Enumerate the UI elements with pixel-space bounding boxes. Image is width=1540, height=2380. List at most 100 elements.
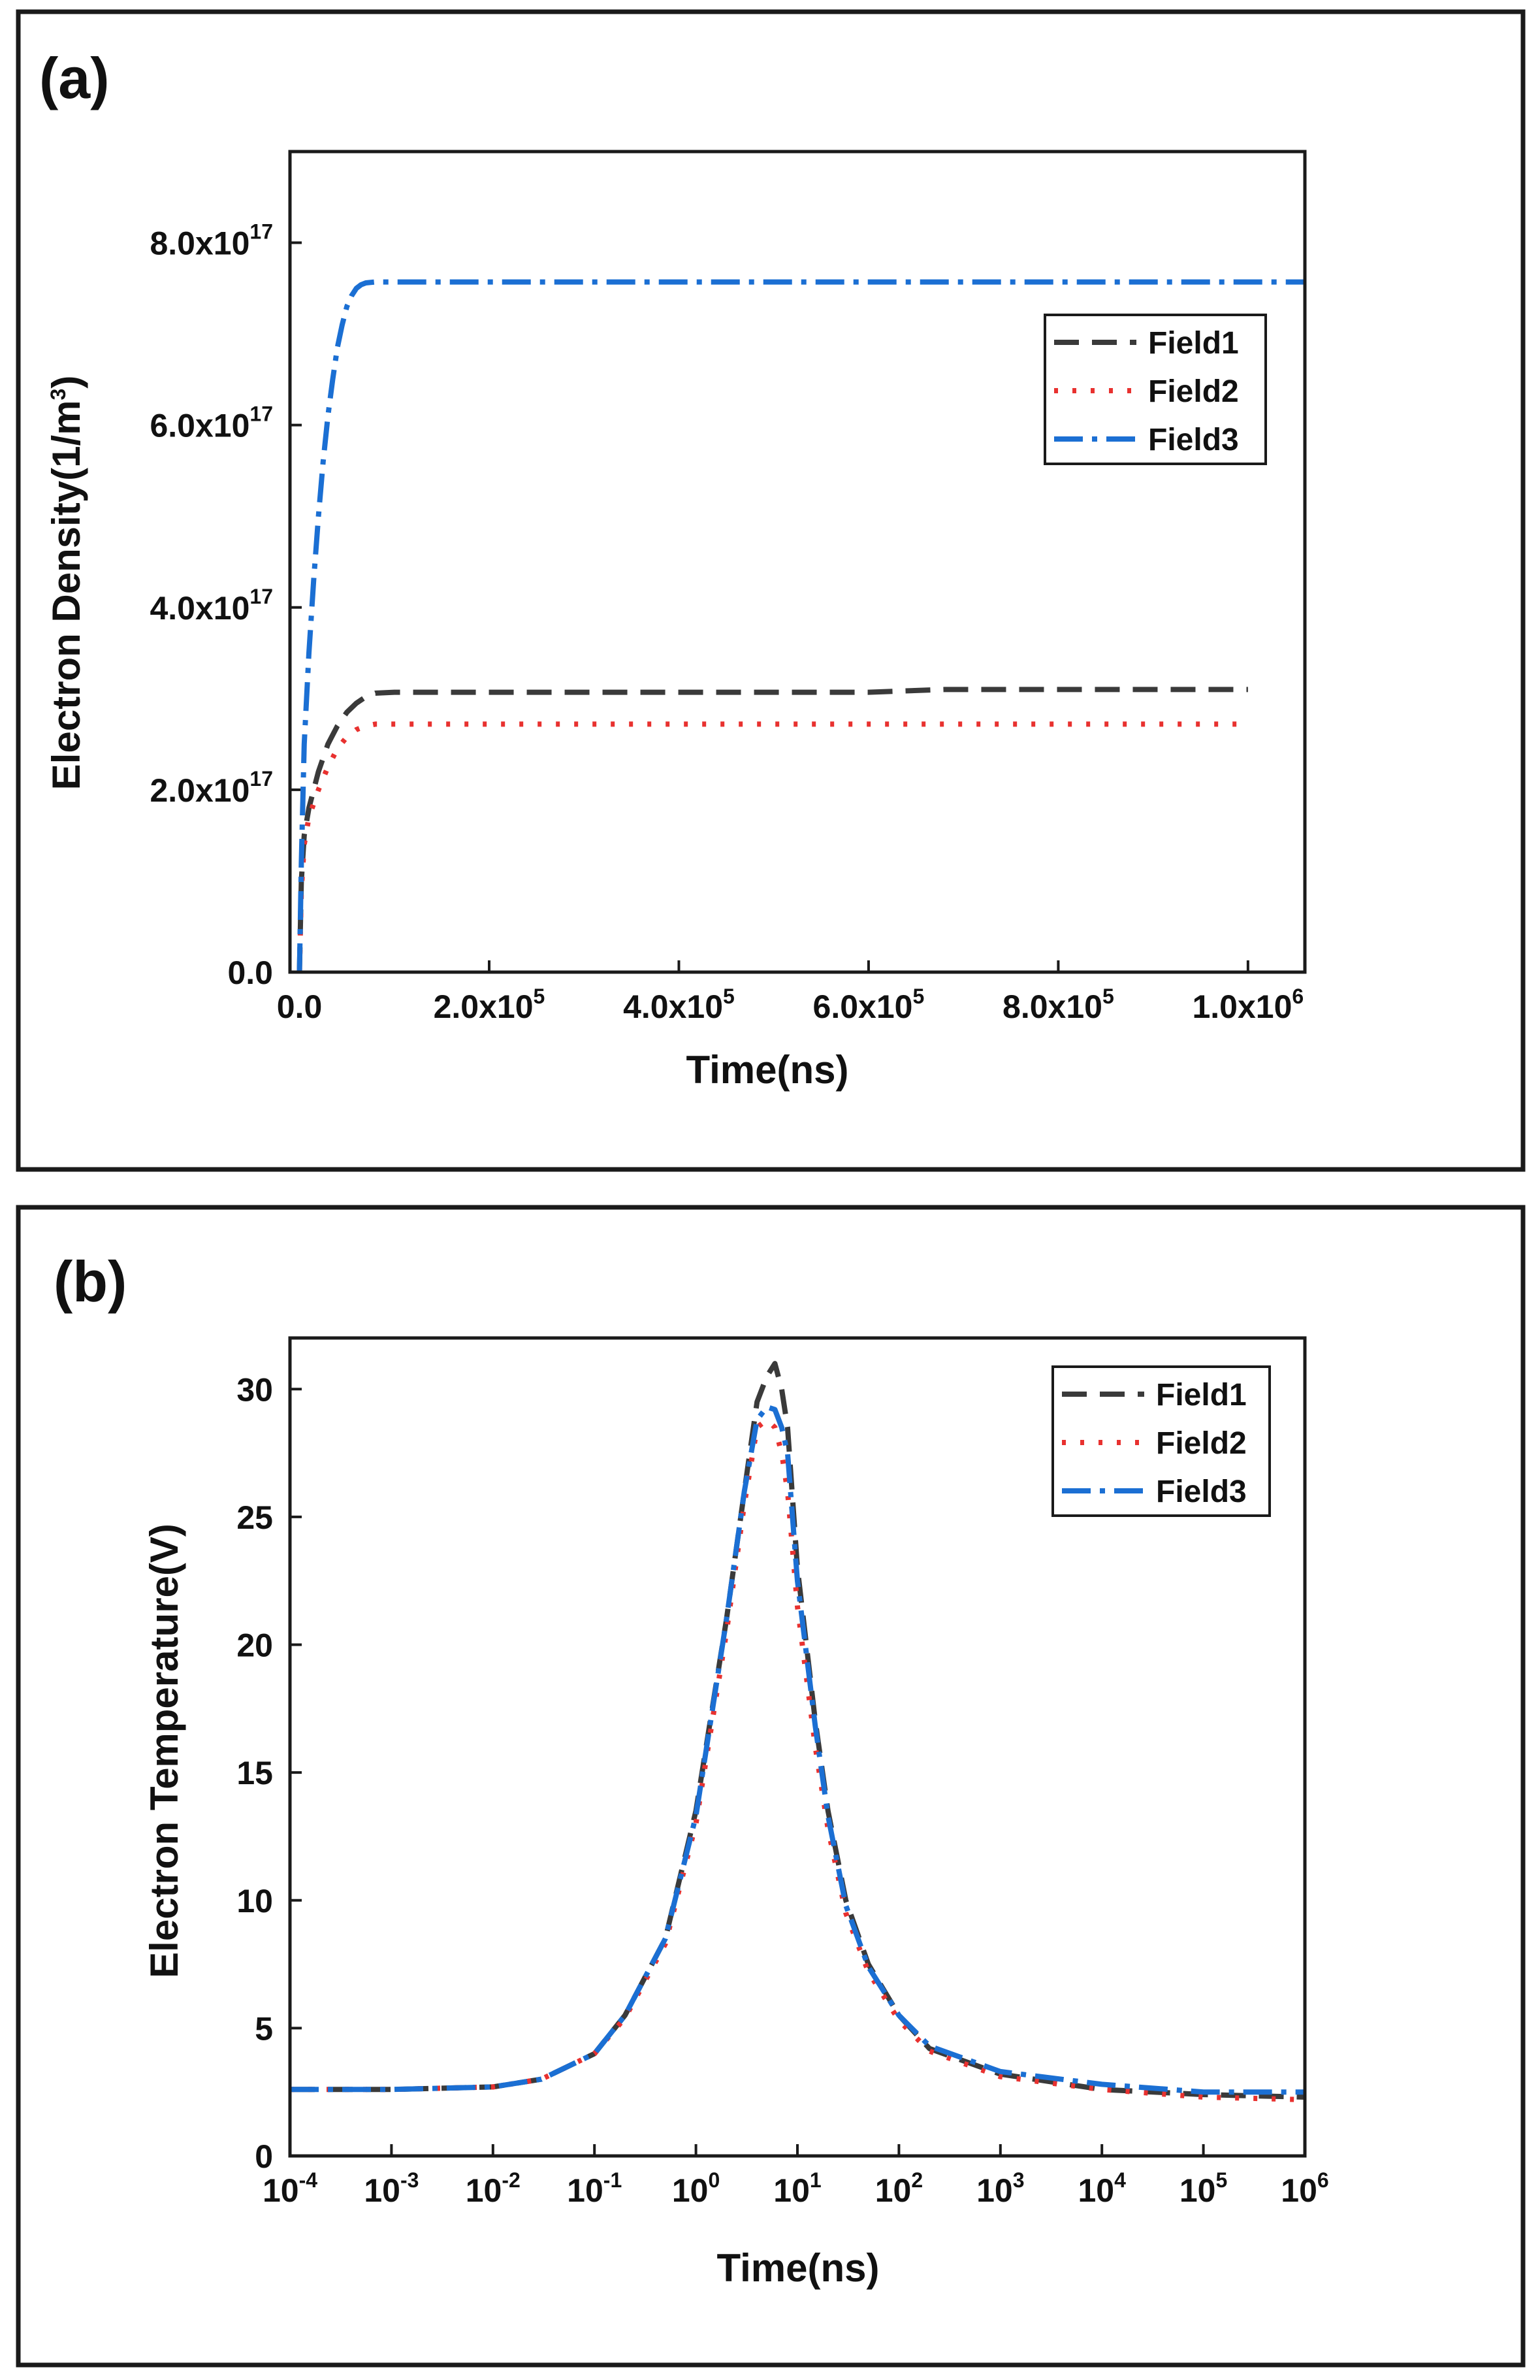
x-tick-label-mantissa: 10 (364, 2172, 400, 2209)
y-tick-label-exponent: 17 (249, 585, 273, 608)
x-tick-label-exponent: 2 (911, 2168, 923, 2192)
y-tick-label-exponent: 17 (249, 402, 273, 426)
y-tick-label: 8.0x1017 (150, 220, 273, 262)
y-tick-label: 0 (255, 2138, 273, 2175)
panel-a-plot-frame (288, 150, 1307, 974)
x-tick-label: 6.0x105 (813, 985, 925, 1025)
x-tick-label-exponent: 5 (534, 985, 545, 1008)
panel-b-y-axis-title: Electron Temperature(V) (142, 1524, 186, 1978)
panel-b-y-axis-title-base: Electron Temperature(V) (142, 1524, 186, 1978)
y-tick-label-mantissa: 10 (236, 1883, 273, 1919)
x-tick-label: 4.0x105 (623, 985, 735, 1025)
x-tick-label-mantissa: 10 (466, 2172, 502, 2209)
x-tick-label-exponent: 4 (1114, 2168, 1126, 2192)
x-tick-label: 106 (1281, 2168, 1328, 2209)
panel-a-label: (a) (39, 46, 110, 110)
legend-label-field3: Field3 (1148, 423, 1239, 457)
y-tick-label: 2.0x1017 (150, 767, 273, 809)
x-tick-label-mantissa: 10 (263, 2172, 299, 2209)
x-tick-label-exponent: 5 (912, 985, 924, 1008)
x-tick-label: 10-4 (263, 2168, 317, 2209)
y-tick-label: 20 (236, 1627, 273, 1664)
y-tick-label: 30 (236, 1371, 273, 1408)
x-tick-label-mantissa: 6.0x10 (813, 988, 913, 1025)
x-tick-label-exponent: -1 (603, 2168, 622, 2192)
panel-a-y-axis-title-sup: 3 (46, 389, 70, 400)
panel-b-border (16, 1205, 1526, 2368)
panel-b-legend: Field1 Field2 Field3 (1051, 1365, 1271, 1517)
series-line-field3 (297, 279, 1305, 973)
y-tick-label-mantissa: 15 (236, 1755, 273, 1791)
legend-label-field1: Field1 (1148, 326, 1239, 361)
x-tick-label: 8.0x105 (1003, 985, 1114, 1025)
series-line-field2 (297, 721, 1248, 973)
y-tick-label-mantissa: 25 (236, 1499, 273, 1536)
y-tick-label-mantissa: 8.0x10 (150, 225, 249, 262)
y-tick-label-mantissa: 5 (255, 2010, 273, 2047)
panel-a-legend: Field1 Field2 Field3 (1044, 314, 1267, 465)
panel-b-ticks: 10-4 10-3 10-2 10-1 100 101 102 103 104 105 106051… (236, 1371, 1328, 2209)
legend-label-field1: Field1 (1156, 1378, 1247, 1412)
x-tick-label-mantissa: 1.0x10 (1192, 988, 1292, 1025)
y-tick-label: 6.0x1017 (150, 402, 273, 444)
panel-b-label: (b) (54, 1249, 127, 1314)
x-tick-label-exponent: -3 (400, 2168, 419, 2192)
x-tick-label: 102 (875, 2168, 923, 2209)
x-tick-label-exponent: 3 (1013, 2168, 1025, 2192)
panel-a-y-axis-title-base: Electron Density(1/m (44, 400, 88, 790)
x-tick-label-exponent: 1 (810, 2168, 822, 2192)
x-tick-label-mantissa: 10 (1078, 2172, 1114, 2209)
y-tick-label: 15 (236, 1755, 273, 1791)
x-tick-label-mantissa: 4.0x10 (623, 988, 723, 1025)
x-tick-label-exponent: 6 (1292, 985, 1304, 1008)
panel-a-border (16, 9, 1526, 1172)
x-tick-label: 101 (773, 2168, 821, 2209)
y-tick-label-mantissa: 0 (255, 2138, 273, 2175)
x-tick-label-exponent: -2 (502, 2168, 520, 2192)
panel-b-plot-frame (288, 1336, 1307, 2158)
x-tick-label: 2.0x105 (434, 985, 545, 1025)
x-tick-label: 10-3 (364, 2168, 419, 2209)
y-tick-label-mantissa: 4.0x10 (150, 590, 249, 627)
y-tick-label: 4.0x1017 (150, 585, 273, 627)
panel-a-y-axis-title-end: ) (44, 376, 88, 389)
x-tick-label-mantissa: 8.0x10 (1003, 988, 1102, 1025)
x-tick-label-mantissa: 10 (773, 2172, 810, 2209)
x-tick-label-mantissa: 10 (672, 2172, 709, 2209)
x-tick-label: 105 (1179, 2168, 1227, 2209)
x-tick-label-exponent: 6 (1317, 2168, 1329, 2192)
y-tick-label-exponent: 17 (249, 767, 273, 791)
panel-b: (b) 10-4 10-3 10-2 10-1 100 101 102 103 104 105 10… (16, 1205, 1526, 2368)
y-tick-label: 10 (236, 1883, 273, 1919)
x-tick-label-mantissa: 10 (1179, 2172, 1216, 2209)
y-tick-label: 25 (236, 1499, 273, 1536)
series-line-field1 (297, 687, 1248, 973)
y-tick-label-mantissa: 6.0x10 (150, 408, 249, 444)
x-tick-label-mantissa: 10 (976, 2172, 1013, 2209)
x-tick-label: 10-2 (466, 2168, 521, 2209)
x-tick-label-mantissa: 10 (567, 2172, 603, 2209)
x-tick-label-mantissa: 0.0 (277, 988, 323, 1025)
y-tick-label: 5 (255, 2010, 273, 2047)
x-tick-label-exponent: 5 (1102, 985, 1114, 1008)
y-tick-label-mantissa: 20 (236, 1627, 273, 1664)
panel-a-ticks: 0.0 2.0x105 4.0x105 6.0x105 8.0x105 1.0x1060.… (150, 220, 1304, 1025)
series-line-field3 (290, 1404, 1305, 2095)
x-tick-label: 0.0 (277, 988, 323, 1025)
panel-a: (a) 0.0 2.0x105 4.0x105 6.0x105 8.0x105 1.0x1… (16, 9, 1526, 1172)
x-tick-label-mantissa: 10 (1281, 2172, 1317, 2209)
panel-b-x-axis-title: Time(ns) (717, 2246, 880, 2290)
x-tick-label: 1.0x106 (1192, 985, 1304, 1025)
y-tick-label: 0.0 (227, 954, 273, 991)
y-tick-label-mantissa: 2.0x10 (150, 772, 249, 809)
legend-label-field2: Field2 (1148, 374, 1239, 409)
x-tick-label: 104 (1078, 2168, 1126, 2209)
y-tick-label-mantissa: 0.0 (227, 954, 273, 991)
x-tick-label-exponent: 0 (709, 2168, 720, 2192)
panel-a-series-layer (297, 279, 1305, 973)
panel-a-y-axis-title: Electron Density(1/m3) (44, 376, 88, 791)
x-tick-label: 100 (672, 2168, 720, 2209)
y-tick-label-mantissa: 30 (236, 1371, 273, 1408)
legend-label-field3: Field3 (1156, 1475, 1247, 1509)
